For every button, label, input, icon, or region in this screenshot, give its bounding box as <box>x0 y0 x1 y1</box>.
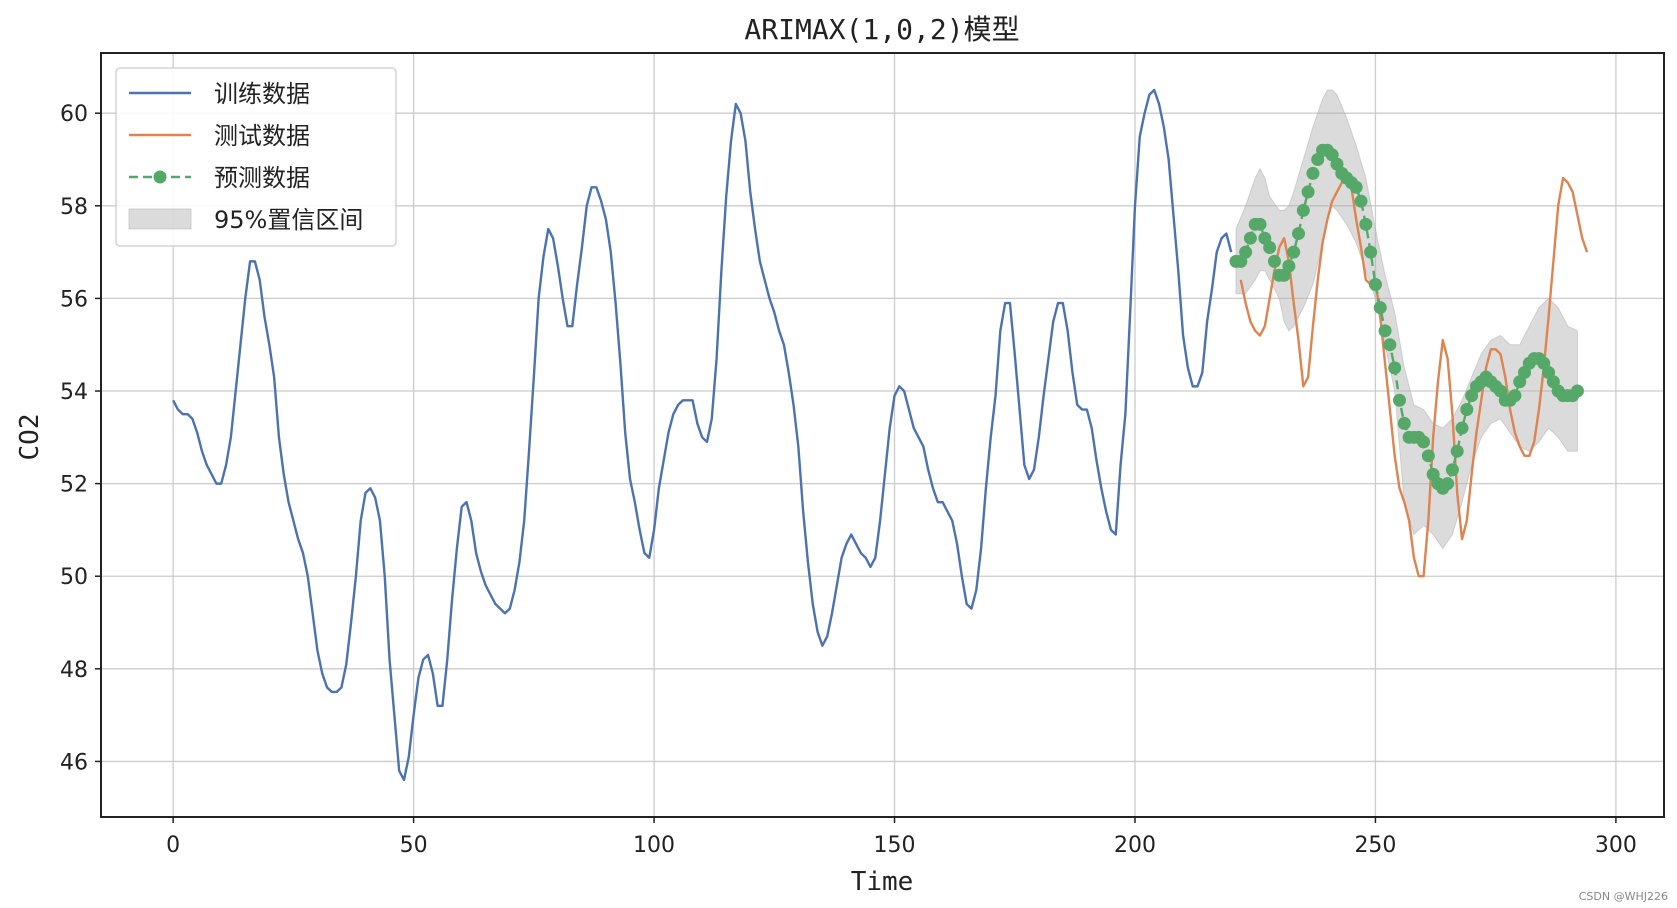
forecast-point <box>1388 361 1402 375</box>
y-tick-label: 46 <box>60 750 88 775</box>
forecast-point <box>1364 245 1378 259</box>
forecast-point <box>1296 203 1310 217</box>
forecast-point <box>1306 166 1320 180</box>
forecast-point <box>1243 231 1257 245</box>
forecast-point <box>1421 449 1435 463</box>
train-series-line <box>172 88 1233 782</box>
forecast-point <box>1368 278 1382 292</box>
forecast-point <box>1508 389 1522 403</box>
forecast-point <box>1349 180 1363 194</box>
plot-frame <box>100 52 1665 818</box>
forecast-point <box>1455 421 1469 435</box>
forecast-point <box>1397 416 1411 430</box>
x-tick-label: 0 <box>166 833 180 858</box>
y-axis-title: CO2 <box>15 414 45 461</box>
forecast-point <box>1267 254 1281 268</box>
y-tick-label: 56 <box>60 287 88 312</box>
x-tick-label: 250 <box>1354 833 1396 858</box>
forecast-point <box>1417 435 1431 449</box>
series-layer <box>172 88 1589 782</box>
y-tick-label: 50 <box>60 565 88 590</box>
chart-title: ARIMAX(1,0,2)模型 <box>744 13 1019 46</box>
test-series-line <box>1239 176 1589 578</box>
forecast-point <box>1383 338 1397 352</box>
legend-label: 预测数据 <box>214 164 310 192</box>
forecast-point <box>1282 259 1296 273</box>
forecast-point <box>1253 217 1267 231</box>
x-tick-label: 150 <box>874 833 916 858</box>
legend-box <box>115 67 397 247</box>
forecast-point <box>1301 185 1315 199</box>
forecast-point <box>1359 217 1373 231</box>
y-tick-label: 58 <box>60 195 88 220</box>
x-tick-label: 100 <box>633 833 675 858</box>
watermark: CSDN @WHJ226 <box>1579 890 1668 903</box>
legend-swatch-marker <box>153 170 167 184</box>
forecast-point <box>1392 393 1406 407</box>
y-tick-label: 48 <box>60 658 88 683</box>
x-tick-label: 50 <box>400 833 428 858</box>
legend-swatch-band <box>128 208 192 230</box>
forecast-point <box>1291 227 1305 241</box>
forecast-point <box>1354 194 1368 208</box>
forecast-point <box>1460 403 1474 417</box>
legend-label: 训练数据 <box>214 80 310 108</box>
forecast-point <box>1239 245 1253 259</box>
x-tick-label: 200 <box>1114 833 1156 858</box>
ticks: 0 50 100 150 200 250 300 46 48 50 52 54 56 58 60 <box>60 102 1637 858</box>
forecast-point <box>1373 301 1387 315</box>
forecast-point <box>1287 245 1301 259</box>
forecast-point <box>1441 477 1455 491</box>
y-tick-label: 52 <box>60 473 88 498</box>
forecast-point <box>1445 463 1459 477</box>
legend-label: 95%置信区间 <box>214 206 363 234</box>
forecast-point <box>1570 384 1584 398</box>
forecast-point <box>1378 324 1392 338</box>
forecast-point <box>1263 240 1277 254</box>
grid <box>101 53 1664 817</box>
legend-label: 测试数据 <box>214 122 310 150</box>
x-tick-label: 300 <box>1595 833 1637 858</box>
y-tick-label: 60 <box>60 102 88 127</box>
forecast-point <box>1450 444 1464 458</box>
x-axis-title: Time <box>851 867 914 897</box>
y-tick-label: 54 <box>60 380 88 405</box>
